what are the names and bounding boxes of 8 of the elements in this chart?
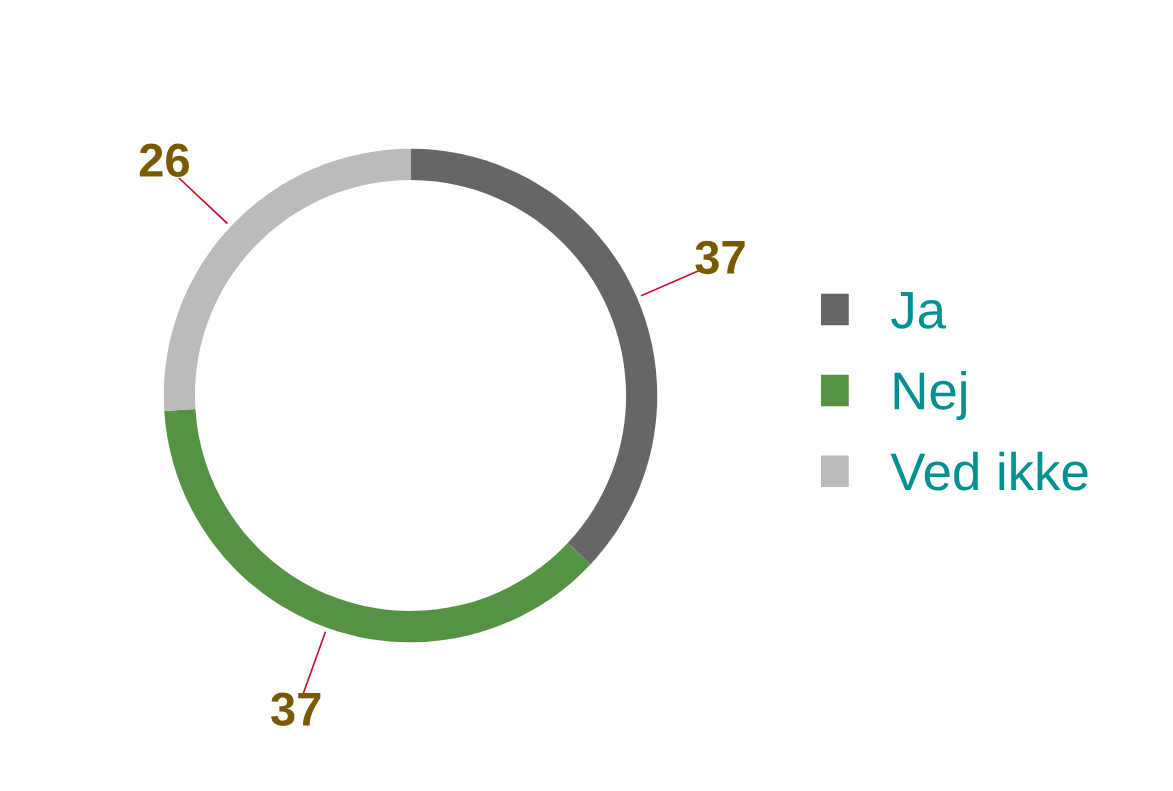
donut-slice: [164, 409, 591, 643]
data-label: 37: [695, 240, 745, 275]
legend-label: Ved ikke: [890, 451, 1088, 491]
legend-label: Ja: [891, 291, 947, 329]
donut-slice: [410, 148, 658, 565]
legend-label: Nej: [894, 370, 966, 421]
data-label: 37: [271, 692, 321, 726]
data-label: 26: [139, 143, 189, 178]
